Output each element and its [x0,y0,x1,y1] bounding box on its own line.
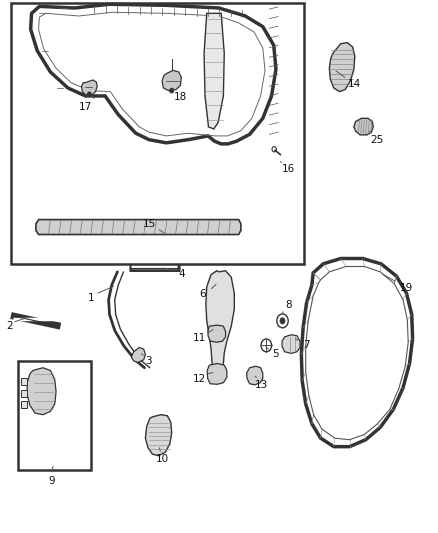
Polygon shape [21,401,27,408]
Polygon shape [329,43,355,92]
Polygon shape [208,325,226,342]
Text: 10: 10 [155,455,169,464]
Polygon shape [206,271,234,378]
Polygon shape [207,364,227,384]
Text: 9: 9 [48,476,55,486]
Circle shape [280,318,285,324]
Text: 14: 14 [348,79,361,89]
Text: 18: 18 [174,92,187,102]
Text: 6: 6 [199,289,206,299]
Text: 11: 11 [193,334,206,343]
Polygon shape [36,220,241,235]
Polygon shape [131,348,145,362]
Polygon shape [21,390,27,397]
Polygon shape [145,415,172,456]
Circle shape [170,88,173,93]
Polygon shape [162,70,181,91]
Text: 5: 5 [272,350,279,359]
Bar [18,361,91,470]
Polygon shape [81,80,97,95]
Text: 25: 25 [370,135,383,144]
Polygon shape [301,259,413,447]
Text: 16: 16 [282,165,295,174]
Polygon shape [247,366,263,385]
Circle shape [88,92,91,96]
Polygon shape [21,378,27,385]
Polygon shape [27,368,56,415]
Bar [11,3,304,264]
Text: 19: 19 [400,283,413,293]
Polygon shape [204,13,224,129]
Text: 13: 13 [255,380,268,390]
Text: 4: 4 [178,270,185,279]
Polygon shape [31,4,276,144]
Text: 2: 2 [6,321,13,331]
Text: 1: 1 [88,294,95,303]
Polygon shape [282,335,300,353]
Polygon shape [354,118,373,135]
Text: 8: 8 [285,300,292,310]
Text: 7: 7 [303,341,310,350]
Text: 15: 15 [143,219,156,229]
Text: 12: 12 [193,375,206,384]
Text: 17: 17 [79,102,92,111]
Text: 3: 3 [145,357,152,366]
